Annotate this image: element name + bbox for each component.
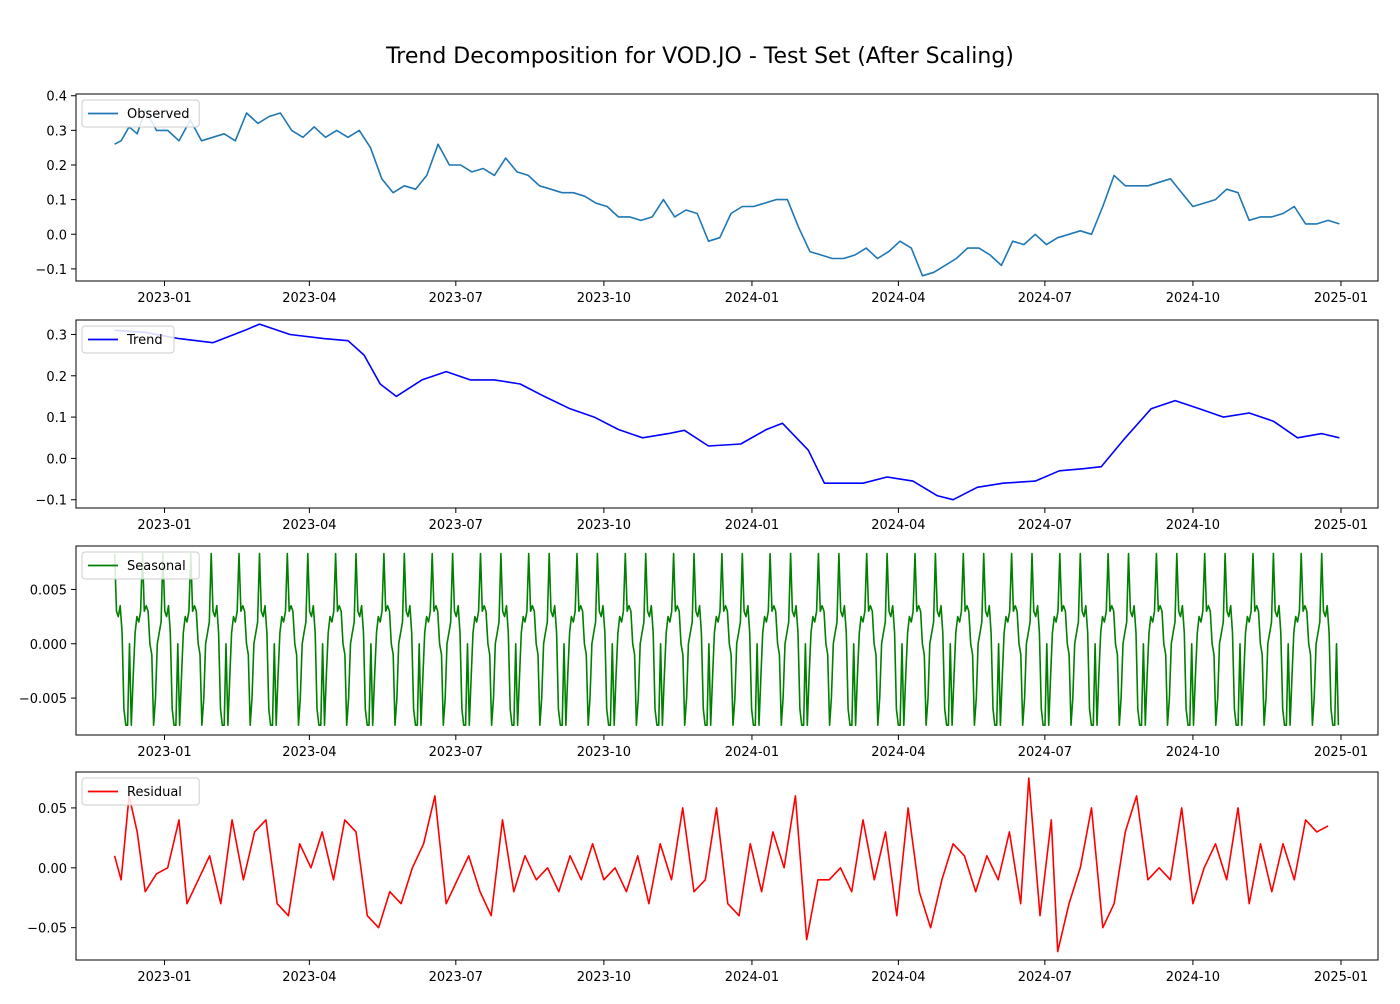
x-tick-label: 2023-01: [137, 291, 191, 306]
x-tick-label: 2024-04: [871, 970, 925, 985]
legend-box: [81, 551, 200, 580]
y-tick-label: 0.2: [46, 370, 67, 385]
x-tick-label: 2025-01: [1314, 970, 1368, 985]
x-tick-label: 2024-01: [725, 291, 779, 306]
x-tick-label: 2024-01: [725, 970, 779, 985]
y-tick-label: −0.05: [27, 922, 67, 937]
y-tick-label: 0.1: [46, 194, 67, 209]
x-tick-label: 2024-07: [1018, 518, 1072, 533]
y-tick-label: 0.0: [46, 228, 67, 243]
legend-label: Seasonal: [127, 559, 186, 574]
x-tick-label: 2024-01: [725, 518, 779, 533]
residual-panel: 2023-01 2023-04 2023-07 2023-10 2024-01 2024-…: [27, 771, 1379, 985]
x-tick-label: 2024-10: [1166, 291, 1220, 306]
series-line: [113, 777, 1329, 953]
y-tick-label: −0.1: [35, 263, 67, 278]
x-tick-label: 2025-01: [1314, 291, 1368, 306]
x-tick-label: 2023-01: [137, 970, 191, 985]
x-tick-label: 2024-04: [871, 518, 925, 533]
y-tick-label: −0.005: [19, 692, 67, 707]
x-tick-label: 2024-04: [871, 745, 925, 760]
x-tick-label: 2025-01: [1314, 745, 1368, 760]
y-tick-label: −0.1: [35, 494, 67, 509]
x-tick-label: 2023-07: [429, 970, 483, 985]
y-tick-label: 0.3: [46, 124, 67, 139]
x-tick-label: 2023-01: [137, 518, 191, 533]
legend-box: [81, 325, 175, 354]
x-tick-label: 2023-04: [282, 291, 336, 306]
y-tick-label: 0.3: [46, 328, 67, 343]
legend-box: [81, 777, 200, 806]
legend-box: [81, 99, 200, 128]
x-tick-label: 2023-10: [577, 518, 631, 533]
x-tick-label: 2024-10: [1166, 970, 1220, 985]
y-tick-label: 0.005: [30, 583, 67, 598]
x-tick-label: 2024-07: [1018, 745, 1072, 760]
trend-panel: 2023-01 2023-04 2023-07 2023-10 2024-01 2024-…: [35, 319, 1379, 533]
series-line: [113, 552, 1340, 727]
y-tick-label: 0.4: [46, 90, 67, 105]
observed-panel: 2023-01 2023-04 2023-07 2023-10 2024-01 2024-…: [35, 90, 1379, 306]
axes-frame: [75, 319, 1379, 509]
figure-title: Trend Decomposition for VOD.JO - Test Se…: [386, 44, 1014, 69]
axes-frame: [75, 545, 1379, 736]
x-tick-label: 2024-07: [1018, 291, 1072, 306]
x-tick-label: 2023-10: [577, 291, 631, 306]
x-tick-label: 2024-10: [1166, 745, 1220, 760]
legend-label: Residual: [127, 785, 182, 800]
x-tick-label: 2023-04: [282, 745, 336, 760]
y-tick-label: 0.1: [46, 411, 67, 426]
x-tick-label: 2023-07: [429, 518, 483, 533]
y-tick-label: 0.05: [38, 802, 67, 817]
legend-label: Observed: [127, 107, 190, 122]
series-line: [114, 323, 1340, 501]
x-tick-label: 2023-04: [282, 970, 336, 985]
y-tick-label: 0.000: [30, 638, 67, 653]
legend-label: Trend: [126, 333, 163, 348]
y-tick-label: 0.2: [46, 159, 67, 174]
x-tick-label: 2023-04: [282, 518, 336, 533]
x-tick-label: 2023-10: [577, 970, 631, 985]
y-tick-label: 0.0: [46, 452, 67, 467]
x-tick-label: 2023-01: [137, 745, 191, 760]
series-line: [114, 108, 1340, 277]
x-tick-label: 2024-01: [725, 745, 779, 760]
x-tick-label: 2024-10: [1166, 518, 1220, 533]
x-tick-label: 2023-10: [577, 745, 631, 760]
y-tick-label: 0.00: [38, 862, 67, 877]
seasonal-panel: 2023-01 2023-04 2023-07 2023-10 2024-01 2024-…: [19, 545, 1379, 760]
x-tick-label: 2023-07: [429, 291, 483, 306]
axes-frame: [75, 93, 1379, 282]
x-tick-label: 2024-07: [1018, 970, 1072, 985]
x-tick-label: 2025-01: [1314, 518, 1368, 533]
axes-frame: [75, 771, 1379, 961]
x-tick-label: 2024-04: [871, 291, 925, 306]
x-tick-label: 2023-07: [429, 745, 483, 760]
